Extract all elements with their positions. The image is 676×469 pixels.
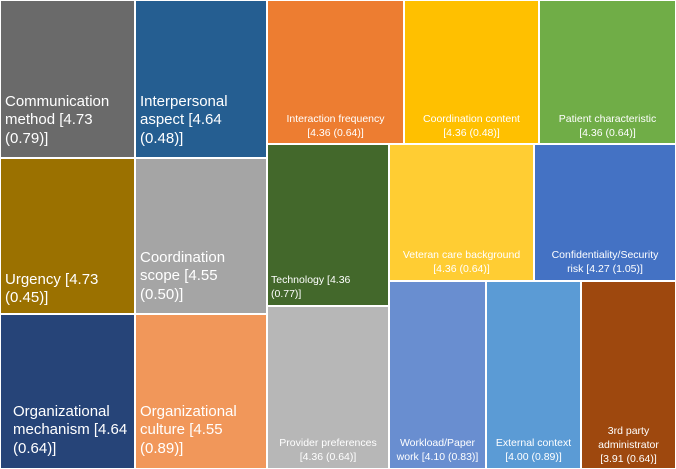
tile-label-line: Patient characteristic — [558, 113, 657, 125]
tile-patient-characteristic: Patient characteristic [4.36 (0.64)] — [539, 0, 676, 144]
tile-label-line: Urgency [4.73 — [5, 271, 99, 288]
tile-label-line: [3.91 (0.64)] — [600, 453, 657, 466]
tile-label: Confidentiality/Security risk [4.27 (1.0… — [537, 248, 673, 276]
tile-label-line: (0.45)] — [5, 289, 49, 307]
tile-label-line: 3rd party — [607, 425, 650, 437]
tile-label: Urgency [4.73 (0.45)] — [5, 271, 131, 308]
tile-label-line: (0.64)] — [13, 439, 57, 457]
tile-label-line: (0.77)] — [271, 288, 302, 301]
tile-coordination-scope: Coordination scope [4.55 (0.50)] — [135, 158, 267, 314]
tile-organizational-mechanism: Organizational mechanism [4.64 (0.64)] — [0, 314, 135, 469]
tile-technology: Technology [4.36 (0.77)] — [267, 144, 389, 306]
tile-label-line: culture [4.55 — [140, 421, 223, 439]
tile-communication-method: Communication method [4.73 (0.79)] — [0, 0, 135, 158]
tile-label: Coordination scope [4.55 (0.50)] — [140, 249, 263, 304]
tile-organizational-culture: Organizational culture [4.55 (0.89)] — [135, 314, 267, 469]
tile-label-line: (0.79)] — [5, 129, 49, 147]
tile-label: 3rd party administrator [3.91 (0.64)] — [584, 424, 673, 467]
tile-coordination-content: Coordination content [4.36 (0.48)] — [404, 0, 539, 144]
tile-label-line: scope [4.55 — [140, 267, 218, 285]
tile-label: Interaction frequency [4.36 (0.64)] — [270, 112, 401, 140]
tile-label: Provider preferences [4.36 (0.64)] — [270, 436, 386, 464]
tile-3rd-party-administrator: 3rd party administrator [3.91 (0.64)] — [581, 281, 676, 469]
tile-label-line: Confidentiality/Security — [551, 249, 659, 261]
tile-label-line: Communication — [5, 93, 110, 110]
tile-label-line: Coordination content — [423, 113, 520, 125]
tile-label-line: Organizational — [140, 403, 237, 420]
tile-label-line: External context — [495, 437, 572, 449]
tile-label-line: Veteran care background — [402, 249, 521, 261]
tile-label: Organizational mechanism [4.64 (0.64)] — [13, 403, 131, 458]
tile-label: Interpersonal aspect [4.64 (0.48)] — [140, 93, 263, 148]
tile-label-line: aspect [4.64 — [140, 111, 222, 129]
tile-label-line: [4.36 (0.64)] — [307, 127, 364, 140]
tile-label: Patient characteristic [4.36 (0.64)] — [542, 112, 673, 140]
tile-confidentiality-security-risk: Confidentiality/Security risk [4.27 (1.0… — [534, 144, 676, 281]
tile-label-line: (0.48)] — [140, 129, 184, 147]
tile-label: Organizational culture [4.55 (0.89)] — [140, 403, 263, 458]
tile-label: Communication method [4.73 (0.79)] — [5, 93, 131, 148]
tile-label: Technology [4.36 (0.77)] — [271, 273, 386, 301]
tile-workload-paper-work: Workload/Paper work [4.10 (0.83)] — [389, 281, 486, 469]
tile-label-line: [4.36 (0.64)] — [299, 451, 357, 464]
tile-label-line: (0.89)] — [140, 439, 184, 457]
tile-label: Workload/Paper work [4.10 (0.83)] — [392, 436, 483, 464]
tile-label-line: [4.36 (0.64)] — [433, 263, 490, 276]
tile-label: Veteran care background [4.36 (0.64)] — [392, 248, 531, 276]
tile-label-line: [4.36 (0.64)] — [579, 127, 636, 140]
tile-label-line: administrator — [598, 439, 659, 452]
tile-label-line: Interaction frequency — [286, 113, 385, 125]
tile-provider-preferences: Provider preferences [4.36 (0.64)] — [267, 306, 389, 469]
tile-interaction-frequency: Interaction frequency [4.36 (0.64)] — [267, 0, 404, 144]
tile-veteran-care-background: Veteran care background [4.36 (0.64)] — [389, 144, 534, 281]
tile-label-line: Workload/Paper — [399, 437, 476, 449]
tile-external-context: External context [4.00 (0.89)] — [486, 281, 581, 469]
tile-label-line: (0.50)] — [140, 285, 184, 303]
tile-label: External context [4.00 (0.89)] — [489, 436, 578, 464]
tile-label-line: work [4.10 (0.83)] — [396, 451, 479, 464]
tile-label-line: Organizational — [13, 403, 110, 420]
tile-label-line: Coordination — [140, 249, 226, 266]
tile-label-line: Interpersonal — [140, 93, 228, 110]
tile-label-line: Technology [4.36 — [271, 274, 351, 286]
tile-interpersonal-aspect: Interpersonal aspect [4.64 (0.48)] — [135, 0, 267, 158]
tile-label-line: [4.00 (0.89)] — [505, 451, 562, 464]
tile-label-line: mechanism [4.64 — [13, 421, 128, 439]
tile-label-line: method [4.73 — [5, 111, 93, 129]
tile-urgency: Urgency [4.73 (0.45)] — [0, 158, 135, 314]
tile-label-line: [4.36 (0.48)] — [443, 127, 500, 140]
tile-label: Coordination content [4.36 (0.48)] — [407, 112, 536, 140]
tile-label-line: risk [4.27 (1.05)] — [567, 263, 643, 276]
tile-label-line: Provider preferences — [279, 437, 377, 449]
